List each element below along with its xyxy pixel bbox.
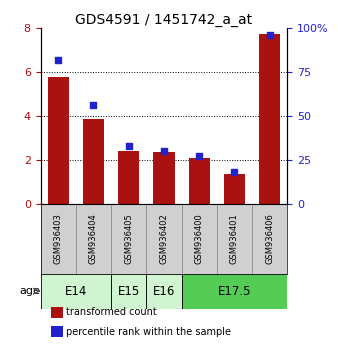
Point: [55, 57, 61, 63]
Bar: [83, 119, 104, 204]
Bar: [48, 76, 69, 204]
Bar: [41, 274, 111, 309]
Bar: [76, 204, 111, 274]
Point: [161, 148, 167, 154]
Text: GSM936403: GSM936403: [54, 213, 63, 264]
Bar: [146, 274, 182, 309]
Bar: [118, 151, 139, 204]
Text: E16: E16: [153, 285, 175, 298]
Point: [196, 153, 202, 159]
Bar: [41, 204, 76, 274]
Text: percentile rank within the sample: percentile rank within the sample: [66, 327, 231, 337]
Bar: [259, 34, 280, 204]
Bar: [217, 204, 252, 274]
Bar: [182, 274, 287, 309]
Text: GSM936401: GSM936401: [230, 213, 239, 264]
Bar: [111, 204, 146, 274]
Text: GSM936406: GSM936406: [265, 213, 274, 264]
Point: [267, 33, 272, 38]
Text: E14: E14: [65, 285, 87, 298]
Bar: [153, 152, 174, 204]
Text: GSM936400: GSM936400: [195, 213, 204, 264]
Text: transformed count: transformed count: [66, 307, 156, 317]
Point: [91, 103, 96, 108]
Bar: [252, 204, 287, 274]
Title: GDS4591 / 1451742_a_at: GDS4591 / 1451742_a_at: [75, 13, 252, 27]
Text: age: age: [19, 286, 40, 296]
Bar: [182, 204, 217, 274]
Point: [126, 143, 131, 149]
Text: E15: E15: [118, 285, 140, 298]
Bar: [189, 158, 210, 204]
Point: [232, 169, 237, 175]
Text: GSM936405: GSM936405: [124, 213, 133, 264]
Text: E17.5: E17.5: [218, 285, 251, 298]
Bar: [111, 274, 146, 309]
Text: GSM936404: GSM936404: [89, 213, 98, 264]
Bar: [224, 174, 245, 204]
Bar: [146, 204, 182, 274]
Text: GSM936402: GSM936402: [160, 213, 168, 264]
